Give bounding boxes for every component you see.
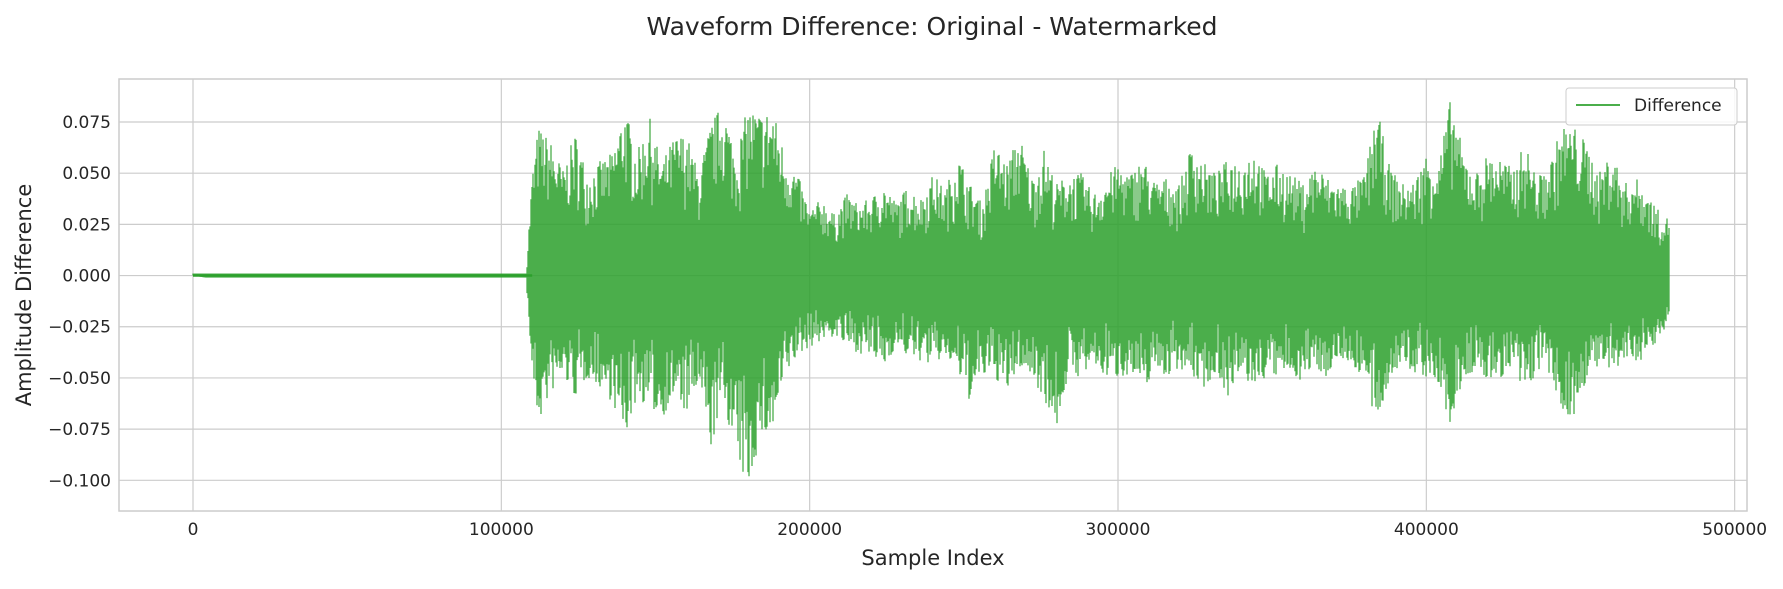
chart-title: Waveform Difference: Original - Watermar… — [646, 12, 1217, 41]
y-tick-label: −0.025 — [48, 318, 111, 338]
y-tick-label: 0.000 — [62, 267, 111, 287]
waveform-line-difference — [192, 102, 1670, 477]
waveform-series — [192, 102, 1670, 477]
legend-label-difference: Difference — [1634, 96, 1722, 116]
y-axis: 0.075 0.050 0.025 0.000 −0.025 −0.050 −0.075 −0… — [48, 113, 111, 491]
y-tick-label: −0.050 — [48, 369, 111, 389]
legend-box — [1565, 87, 1738, 126]
x-axis: 0 100000 200000 300000 400000 500000 — [188, 520, 1768, 540]
plot-frame — [118, 78, 1748, 512]
x-tick-label: 100000 — [469, 520, 534, 540]
x-tick-label: 0 — [188, 520, 199, 540]
y-axis-title: Amplitude Difference — [12, 184, 36, 407]
y-tick-label: 0.050 — [62, 164, 111, 184]
x-tick-label: 400000 — [1394, 520, 1459, 540]
y-tick-label: 0.075 — [62, 113, 111, 133]
x-tick-label: 500000 — [1702, 520, 1767, 540]
y-tick-label: −0.100 — [48, 471, 111, 491]
legend: Difference — [1565, 87, 1738, 126]
x-axis-title: Sample Index — [861, 546, 1004, 570]
x-tick-label: 300000 — [1086, 520, 1151, 540]
x-tick-label: 200000 — [777, 520, 842, 540]
y-tick-label: 0.025 — [62, 215, 111, 235]
y-tick-label: −0.075 — [48, 420, 111, 440]
